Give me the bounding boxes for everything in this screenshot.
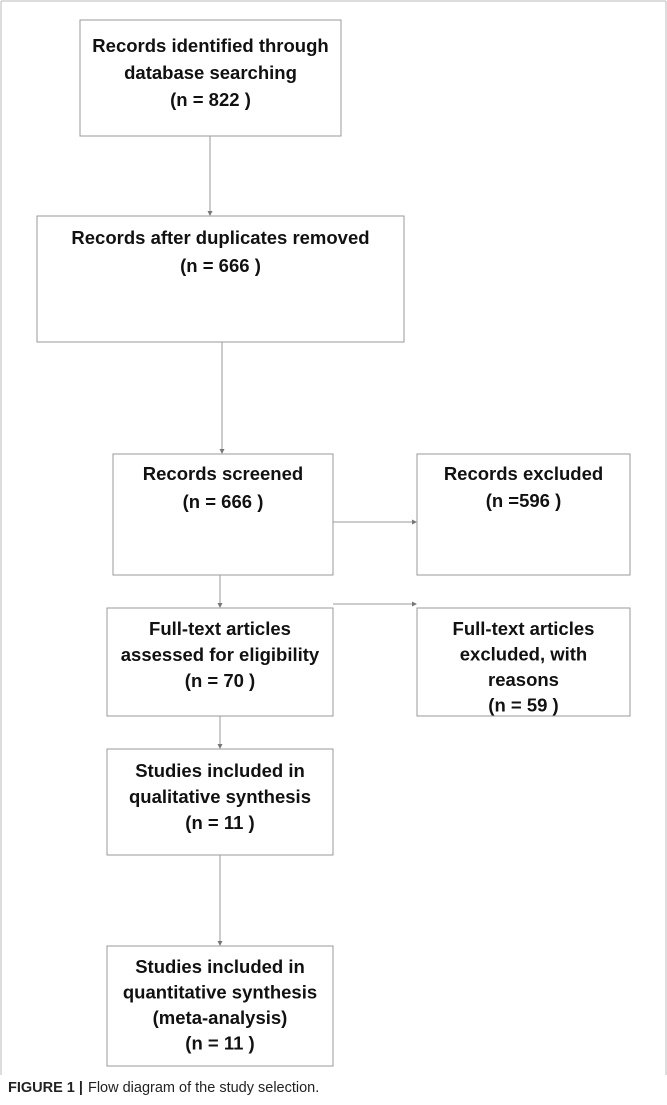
box-label: (n = 666 ): [180, 255, 261, 276]
caption: FIGURE 1 | Flow diagram of the study sele…: [8, 1080, 319, 1096]
box-label: Records after duplicates removed: [71, 227, 369, 248]
box-label: Records excluded: [444, 463, 603, 484]
box-label: (n = 59 ): [488, 694, 558, 715]
box-label: (n =596 ): [486, 490, 562, 511]
box: [106, 748, 334, 856]
box: [79, 19, 342, 137]
caption-text: Flow diagram of the study selection.: [88, 1080, 319, 1096]
box-label: qualitative synthesis: [129, 786, 311, 807]
box: [36, 215, 405, 343]
connectors: [207, 136, 417, 946]
box: [112, 453, 334, 576]
box-label: database searching: [124, 62, 297, 83]
box-label: Records identified through: [92, 35, 328, 56]
box-label: reasons: [488, 669, 559, 690]
box-label: quantitative synthesis: [123, 981, 317, 1002]
box-label: excluded, with: [460, 643, 587, 664]
box-label: (n = 666 ): [183, 491, 264, 512]
box-label: (n = 70 ): [185, 670, 255, 691]
box-label: (n = 822 ): [170, 89, 251, 110]
box: [106, 945, 334, 1067]
box-label: Records screened: [143, 463, 303, 484]
box-label: (meta-analysis): [153, 1007, 288, 1028]
box-label: Studies included in: [135, 760, 305, 781]
box-label: assessed for eligibility: [121, 644, 320, 665]
box-label: Full-text articles: [149, 618, 291, 639]
box: [416, 453, 631, 576]
caption-label: FIGURE 1 |: [8, 1080, 83, 1096]
box: [106, 607, 334, 717]
box: [416, 607, 631, 717]
box-label: Studies included in: [135, 956, 305, 977]
box-label: (n = 11 ): [185, 1032, 254, 1053]
nodes: Records identified through database searc…: [36, 19, 631, 1067]
box-label: (n = 11 ): [185, 812, 254, 833]
box-label: Full-text articles: [453, 618, 595, 639]
